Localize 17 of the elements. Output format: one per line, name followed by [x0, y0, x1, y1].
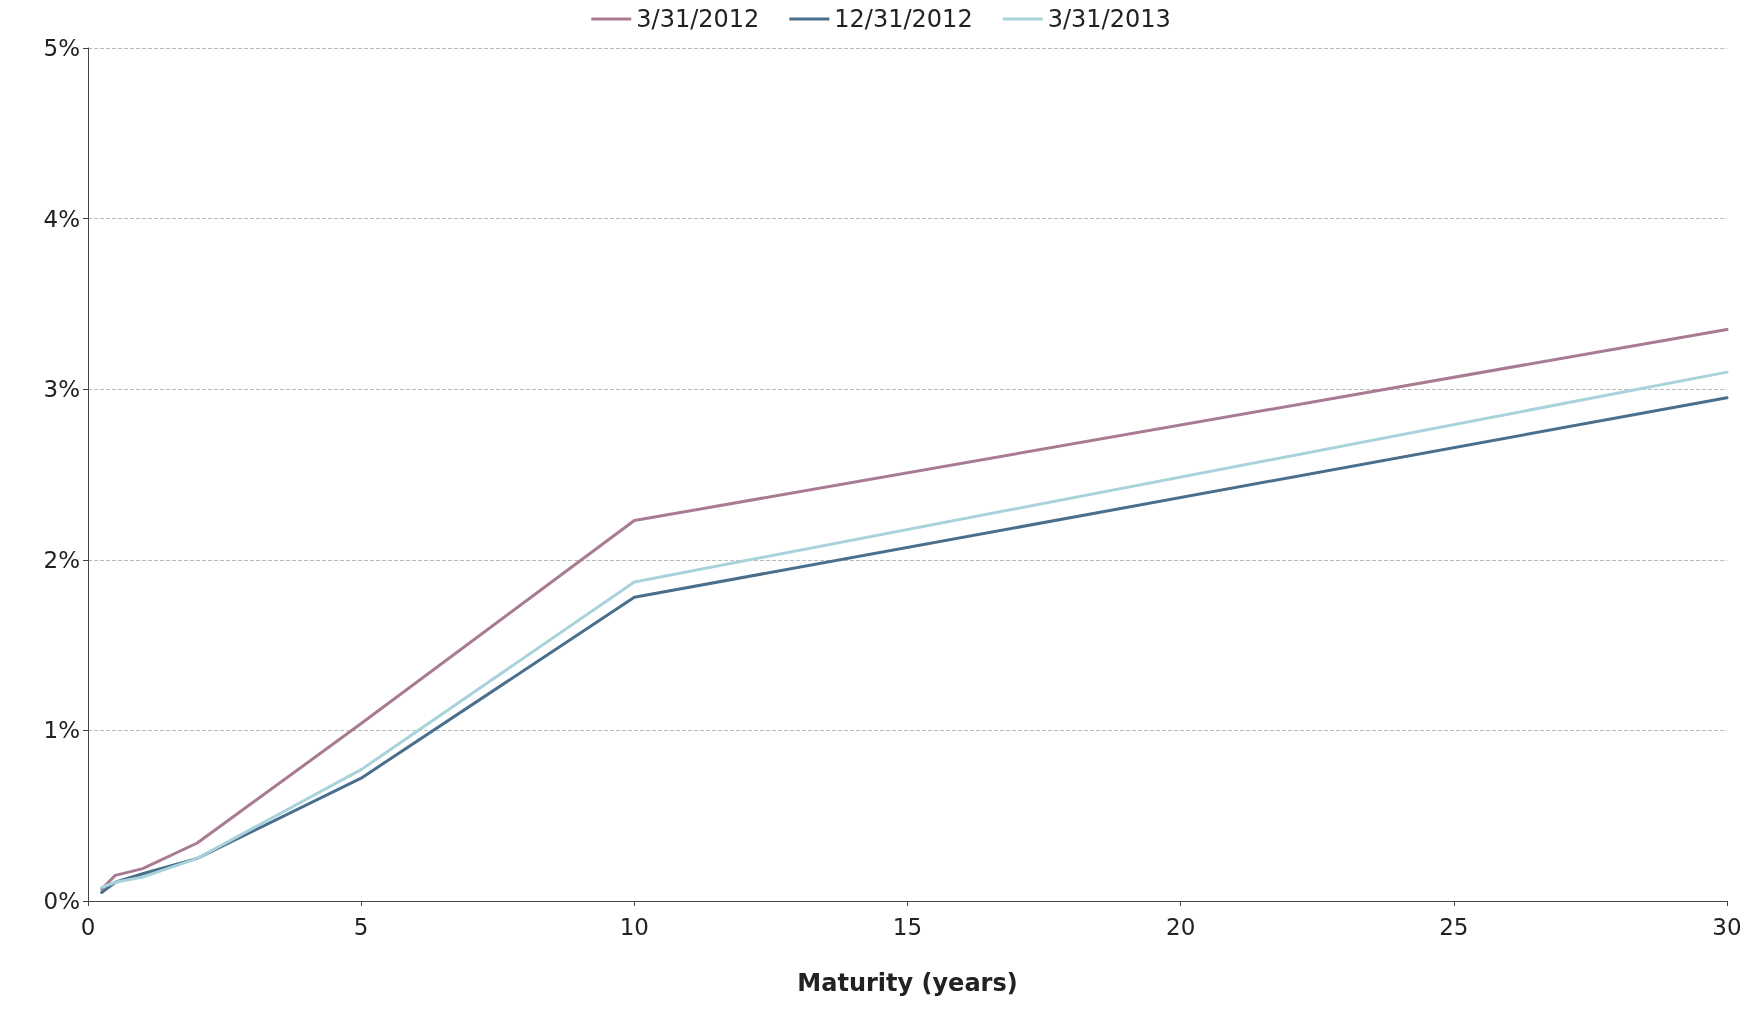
- y-tick-label: 2%: [43, 546, 80, 573]
- y-tick-label: 1%: [43, 717, 80, 744]
- y-tick-label: 4%: [43, 205, 80, 232]
- x-tick-label: 5: [353, 913, 369, 940]
- x-axis-title: Maturity (years): [797, 969, 1018, 997]
- legend-label: 12/31/2012: [834, 5, 973, 33]
- legend-label: 3/31/2012: [636, 5, 760, 33]
- y-tick-label: 0%: [43, 888, 80, 914]
- x-tick-label: 10: [619, 913, 649, 940]
- y-tick-label: 5%: [43, 35, 80, 61]
- x-tick-label: 15: [892, 913, 923, 940]
- legend-label: 3/31/2013: [1047, 5, 1171, 33]
- x-tick-label: 30: [1712, 913, 1742, 940]
- y-tick-label: 3%: [43, 376, 80, 403]
- x-tick-label: 0: [80, 913, 96, 940]
- x-tick-label: 25: [1439, 913, 1469, 940]
- x-tick-label: 20: [1166, 913, 1196, 940]
